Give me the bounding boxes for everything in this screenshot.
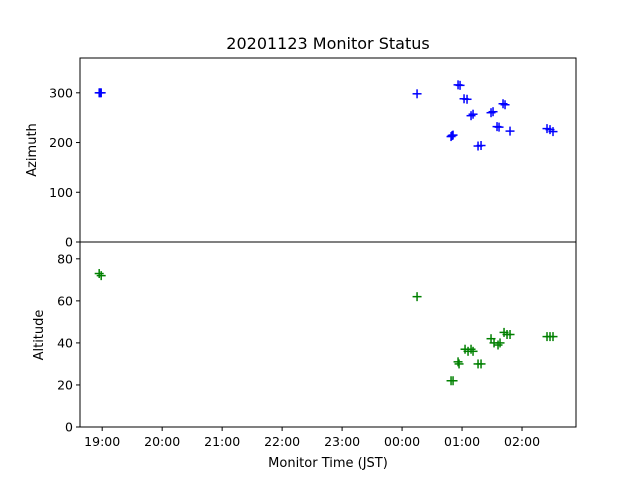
altitude-point xyxy=(412,292,422,302)
azimuth-y-tick-label: 0 xyxy=(65,235,73,250)
altitude-y-tick-label: 80 xyxy=(57,251,73,266)
altitude-y-ticks: 0 20 40 60 80 xyxy=(57,251,80,435)
x-tick-label: 02:00 xyxy=(504,434,540,449)
altitude-point xyxy=(94,269,104,279)
azimuth-point xyxy=(462,94,472,104)
chart-title: 20201123 Monitor Status xyxy=(226,34,429,53)
altitude-y-tick-label: 40 xyxy=(57,335,73,350)
x-axis-label: Monitor Time (JST) xyxy=(268,456,388,471)
azimuth-point xyxy=(446,132,456,142)
altitude-point xyxy=(448,376,458,386)
azimuth-y-tick-label: 200 xyxy=(49,135,73,150)
x-tick-label: 19:00 xyxy=(84,434,120,449)
azimuth-point xyxy=(486,108,496,118)
altitude-point xyxy=(468,346,478,356)
altitude-y-tick-label: 0 xyxy=(65,420,73,435)
azimuth-point xyxy=(468,109,478,119)
azimuth-points xyxy=(94,80,558,151)
azimuth-point xyxy=(448,130,458,140)
x-axis-ticks: 19:00 20:00 21:00 22:00 23:00 00:00 01:00 02:00 xyxy=(84,427,540,449)
azimuth-point xyxy=(96,88,106,98)
altitude-point xyxy=(454,359,464,369)
x-tick-label: 21:00 xyxy=(204,434,240,449)
azimuth-y-label: Azimuth xyxy=(25,123,40,177)
altitude-point xyxy=(495,338,505,348)
azimuth-point xyxy=(466,111,476,121)
x-tick-label: 01:00 xyxy=(444,434,480,449)
altitude-panel: 0 20 40 60 80 Altitude xyxy=(32,241,577,435)
azimuth-point xyxy=(412,89,422,99)
x-tick-label: 22:00 xyxy=(264,434,300,449)
azimuth-point xyxy=(505,126,515,136)
azimuth-point xyxy=(488,107,498,117)
azimuth-point xyxy=(548,127,558,137)
azimuth-point xyxy=(494,122,504,132)
altitude-frame xyxy=(79,241,577,428)
x-tick-label: 20:00 xyxy=(144,434,180,449)
altitude-point xyxy=(476,359,486,369)
azimuth-y-tick-label: 300 xyxy=(49,85,73,100)
x-tick-label: 23:00 xyxy=(324,434,360,449)
azimuth-point xyxy=(500,100,510,110)
azimuth-point xyxy=(476,141,486,151)
altitude-y-tick-label: 60 xyxy=(57,293,73,308)
altitude-y-label: Altitude xyxy=(32,310,47,361)
azimuth-y-tick-label: 100 xyxy=(49,185,73,200)
altitude-point xyxy=(493,340,503,350)
altitude-point xyxy=(96,271,106,281)
altitude-y-tick-label: 20 xyxy=(57,377,73,392)
x-tick-label: 00:00 xyxy=(384,434,420,449)
altitude-points xyxy=(94,269,558,386)
altitude-point xyxy=(548,332,558,342)
azimuth-panel: 0 100 200 300 Azimuth xyxy=(25,57,577,250)
azimuth-point xyxy=(455,80,465,90)
altitude-point xyxy=(453,357,463,367)
altitude-point xyxy=(466,344,476,354)
azimuth-y-ticks: 0 100 200 300 xyxy=(49,85,80,250)
altitude-point xyxy=(505,330,515,339)
azimuth-point xyxy=(498,99,508,109)
